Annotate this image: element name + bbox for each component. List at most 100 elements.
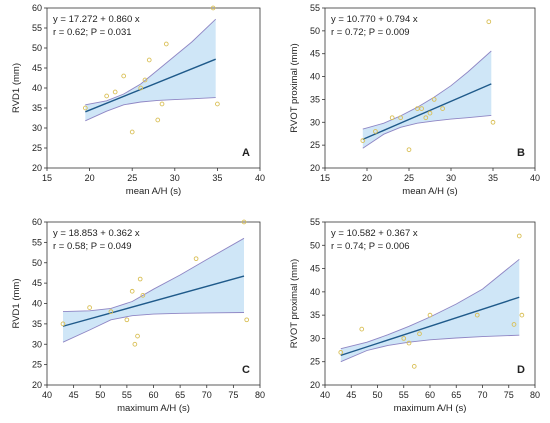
y-tick-label: 30	[32, 123, 42, 133]
y-tick-label: 55	[310, 217, 320, 227]
y-tick-label: 25	[32, 143, 42, 153]
y-tick-label: 50	[310, 26, 320, 36]
panel-label: C	[242, 364, 250, 376]
x-tick-label: 60	[425, 390, 435, 400]
x-tick-label: 35	[488, 173, 498, 183]
x-tick-label: 65	[451, 390, 461, 400]
x-tick-label: 40	[42, 390, 52, 400]
y-tick-label: 45	[310, 264, 320, 274]
correlation-stats: r = 0.74; P = 0.006	[331, 241, 410, 252]
data-point	[423, 115, 429, 121]
data-point	[135, 333, 140, 339]
ci-upper-line	[340, 258, 520, 350]
data-point	[210, 5, 216, 11]
y-tick-label: 25	[32, 360, 42, 370]
correlation-stats: r = 0.58; P = 0.049	[53, 241, 132, 252]
x-tick-label: 55	[399, 390, 409, 400]
x-tick-label: 45	[346, 390, 356, 400]
y-tick-label: 20	[32, 380, 42, 390]
data-point	[137, 276, 143, 282]
x-tick-label: 25	[404, 173, 414, 183]
data-point	[87, 305, 92, 310]
data-point	[163, 41, 169, 47]
data-point	[155, 117, 161, 123]
y-tick-label: 20	[310, 163, 320, 173]
x-tick-label: 70	[477, 390, 487, 400]
data-point	[419, 106, 424, 111]
data-point	[474, 312, 480, 318]
y-tick-label: 35	[32, 103, 42, 113]
y-tick-label: 55	[32, 237, 42, 247]
y-axis-label: RVD1 (mm)	[11, 279, 22, 329]
x-tick-label: 30	[170, 173, 180, 183]
data-point	[82, 105, 88, 111]
data-point	[401, 336, 407, 341]
y-tick-label: 55	[310, 3, 320, 13]
regression-line	[362, 83, 492, 141]
x-tick-label: 20	[85, 173, 95, 183]
y-tick-label: 45	[32, 63, 42, 73]
panel-label: A	[242, 147, 250, 159]
y-axis-label: RVD1 (mm)	[11, 63, 22, 113]
data-point	[511, 322, 517, 327]
data-point	[486, 19, 492, 25]
y-tick-label: 60	[32, 217, 42, 227]
ci-lower-line	[340, 334, 520, 363]
y-tick-label: 50	[310, 240, 320, 250]
x-tick-label: 75	[504, 390, 514, 400]
data-point	[108, 309, 114, 314]
y-tick-label: 35	[310, 94, 320, 104]
x-axis-label: maximum A/H (s)	[117, 403, 190, 414]
x-tick-label: 40	[255, 173, 265, 183]
x-tick-label: 80	[255, 390, 265, 400]
x-tick-label: 80	[530, 390, 540, 400]
confidence-band	[362, 51, 492, 149]
y-tick-label: 40	[310, 287, 320, 297]
data-point	[193, 256, 199, 262]
y-tick-label: 20	[310, 380, 320, 390]
regression-equation: y = 10.770 + 0.794 x	[331, 14, 418, 25]
y-tick-label: 60	[32, 3, 42, 13]
y-tick-label: 40	[32, 83, 42, 93]
y-tick-label: 55	[32, 23, 42, 33]
data-point	[516, 233, 522, 239]
y-tick-label: 25	[310, 357, 320, 367]
regression-line	[62, 275, 245, 327]
y-tick-label: 30	[310, 117, 320, 127]
x-tick-label: 15	[320, 173, 330, 183]
x-tick-label: 15	[42, 173, 52, 183]
regression-equation: y = 17.272 + 0.860 x	[53, 14, 140, 25]
regression-equation: y = 18.853 + 0.362 x	[53, 228, 140, 239]
x-tick-label: 40	[530, 173, 540, 183]
y-tick-label: 35	[32, 319, 42, 329]
x-tick-label: 30	[446, 173, 456, 183]
data-point	[159, 101, 165, 107]
y-tick-label: 40	[310, 72, 320, 82]
ci-lower-line	[62, 312, 245, 343]
ci-upper-line	[85, 18, 217, 106]
data-point	[338, 350, 344, 355]
correlation-stats: r = 0.72; P = 0.009	[331, 27, 410, 38]
data-point	[389, 115, 395, 121]
panel-label: B	[517, 147, 525, 159]
x-tick-label: 55	[122, 390, 132, 400]
data-point	[373, 129, 378, 134]
x-axis-label: mean A/H (s)	[126, 186, 181, 197]
x-tick-label: 50	[95, 390, 105, 400]
data-point	[398, 115, 403, 121]
data-point	[427, 312, 433, 318]
data-point	[140, 293, 146, 298]
y-tick-label: 30	[310, 333, 320, 343]
data-point	[60, 321, 66, 327]
regression-equation: y = 10.582 + 0.367 x	[331, 228, 418, 239]
y-tick-label: 45	[32, 278, 42, 288]
data-point	[112, 89, 118, 95]
data-point	[490, 119, 496, 125]
correlation-stats: r = 0.62; P = 0.031	[53, 27, 132, 38]
x-tick-label: 70	[202, 390, 212, 400]
y-tick-label: 25	[310, 140, 320, 150]
y-axis-label: RVOT proximal (mm)	[289, 259, 300, 348]
